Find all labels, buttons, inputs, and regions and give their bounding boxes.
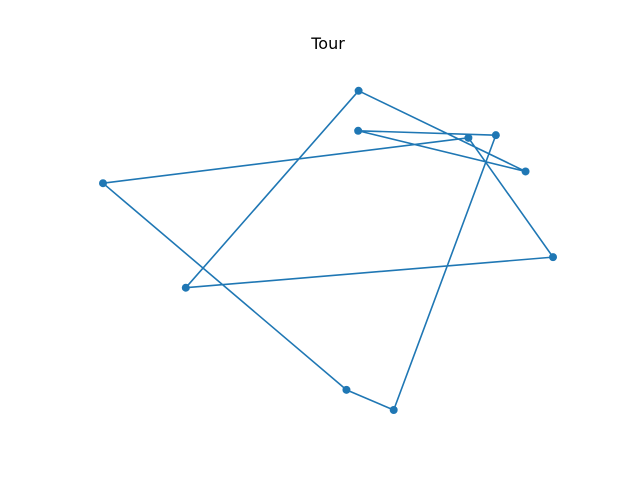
tour-point	[99, 179, 107, 188]
tour-point	[181, 283, 190, 292]
tour-point	[354, 86, 363, 95]
chart-title: Tour	[310, 34, 345, 53]
tour-point	[342, 385, 351, 394]
plot-area	[99, 86, 557, 414]
tour-point	[491, 131, 500, 140]
tour-point	[464, 133, 473, 142]
tour-point	[354, 126, 363, 135]
tour-point	[549, 253, 557, 262]
tour-point	[521, 167, 530, 176]
tour-point	[389, 406, 398, 414]
